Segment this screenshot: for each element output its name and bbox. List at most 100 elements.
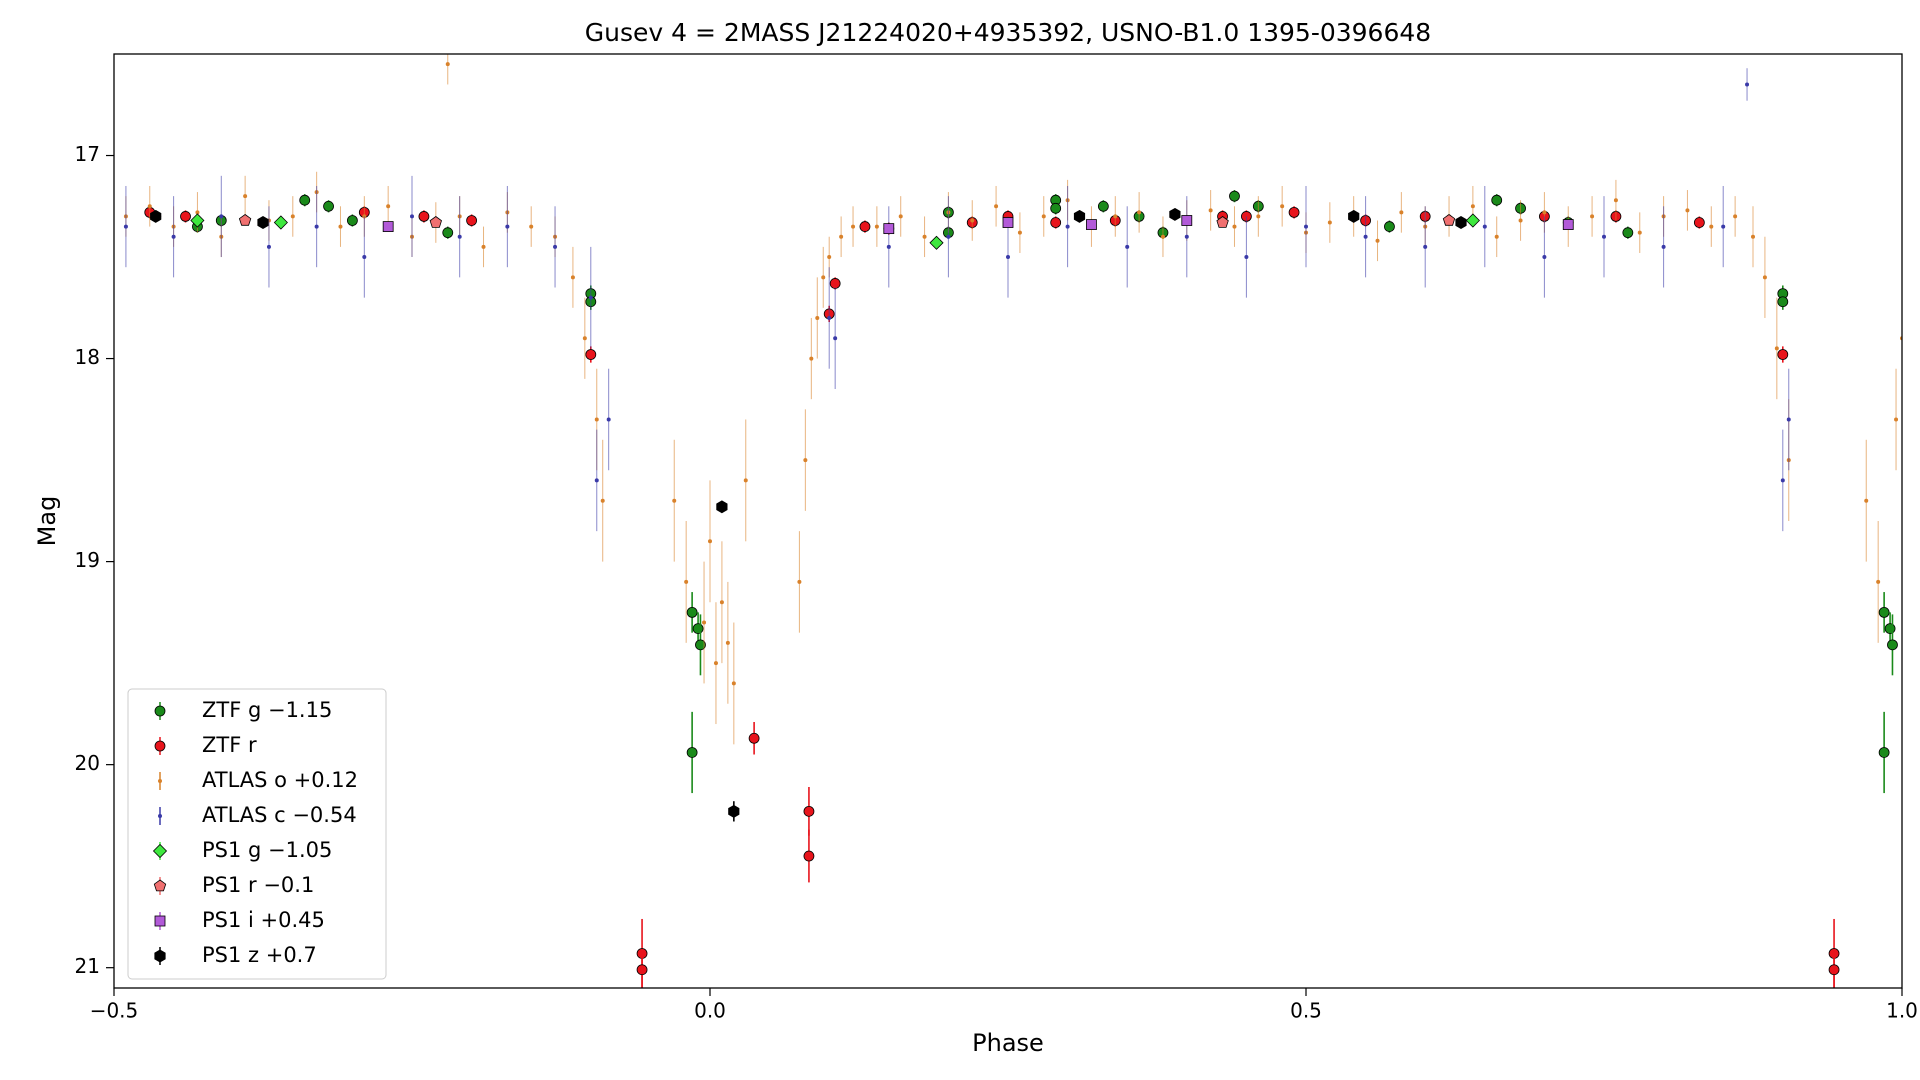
point — [994, 204, 999, 209]
point — [585, 349, 597, 360]
point — [594, 417, 599, 422]
point — [1602, 234, 1606, 239]
point — [553, 244, 558, 249]
point — [859, 221, 871, 232]
point — [1232, 224, 1237, 229]
point — [922, 234, 927, 239]
point — [1097, 200, 1109, 212]
point — [815, 315, 820, 320]
legend-label: ZTF g −1.15 — [202, 698, 332, 722]
point — [692, 623, 704, 635]
point — [273, 215, 288, 230]
point — [1455, 216, 1467, 229]
legend-label: ZTF r — [202, 733, 257, 757]
point — [1229, 190, 1240, 202]
point — [803, 458, 808, 463]
point — [1637, 230, 1642, 235]
point — [299, 194, 311, 206]
point — [708, 539, 712, 544]
y-tick-label: 18 — [75, 345, 100, 369]
point — [1542, 255, 1547, 260]
legend-marker — [154, 915, 166, 927]
point — [1777, 296, 1789, 308]
point — [839, 234, 844, 239]
point — [1181, 215, 1193, 226]
point — [257, 216, 269, 229]
point — [686, 606, 698, 618]
point — [238, 214, 252, 226]
point — [684, 579, 689, 584]
point — [1002, 217, 1014, 228]
legend-marker — [154, 740, 166, 752]
point — [1751, 234, 1755, 239]
point — [147, 204, 152, 209]
point — [719, 600, 724, 605]
point — [728, 804, 740, 818]
point — [1216, 216, 1229, 228]
point — [1160, 234, 1165, 239]
plot-frame — [113, 53, 1903, 989]
point — [1878, 606, 1890, 618]
point — [429, 216, 442, 228]
legend-marker — [152, 843, 168, 859]
point — [362, 255, 367, 260]
point — [1065, 224, 1070, 229]
point — [1542, 210, 1547, 215]
point — [1006, 255, 1010, 260]
point — [323, 200, 334, 212]
point — [1137, 210, 1142, 215]
point — [1884, 623, 1896, 635]
point — [1887, 639, 1898, 651]
point — [1894, 417, 1899, 422]
point — [386, 204, 391, 209]
point — [195, 210, 200, 215]
point — [827, 315, 832, 320]
point — [748, 732, 760, 744]
point — [1780, 478, 1785, 483]
point — [898, 214, 903, 219]
point — [1208, 208, 1213, 213]
point — [266, 244, 271, 249]
point — [123, 224, 128, 229]
legend-label: ATLAS c −0.54 — [202, 803, 357, 827]
point — [1562, 219, 1574, 230]
legend-label: PS1 r −0.1 — [202, 873, 314, 897]
point — [171, 234, 176, 239]
point — [290, 214, 295, 219]
point — [874, 224, 879, 229]
point — [1786, 417, 1791, 422]
point — [970, 218, 975, 223]
point — [1050, 217, 1062, 228]
legend-label: PS1 i +0.45 — [202, 908, 325, 932]
point — [1304, 224, 1308, 229]
legend-label: ATLAS o +0.12 — [202, 768, 358, 792]
point — [809, 356, 814, 361]
point — [457, 234, 462, 239]
point — [1363, 234, 1368, 239]
point — [1375, 238, 1380, 243]
point — [636, 964, 648, 976]
legend-marker — [158, 779, 162, 783]
point — [1482, 224, 1487, 229]
point — [743, 478, 748, 483]
point — [243, 194, 248, 199]
point — [418, 211, 430, 222]
data-layer — [123, 54, 1902, 988]
point — [803, 805, 815, 817]
point — [1280, 204, 1285, 209]
point — [1256, 214, 1261, 219]
point — [1288, 206, 1300, 218]
point — [481, 244, 486, 249]
point — [410, 214, 414, 219]
point — [829, 278, 841, 289]
point — [466, 215, 478, 226]
point — [1348, 209, 1360, 223]
point — [442, 227, 454, 239]
point — [1423, 244, 1428, 249]
legend: ZTF g −1.15 ZTF r ATLAS o +0.12 ATLAS c −0.… — [127, 688, 387, 980]
point — [1876, 579, 1881, 584]
point — [570, 275, 575, 280]
point — [180, 211, 191, 222]
point — [1494, 234, 1499, 239]
point — [1721, 224, 1726, 229]
